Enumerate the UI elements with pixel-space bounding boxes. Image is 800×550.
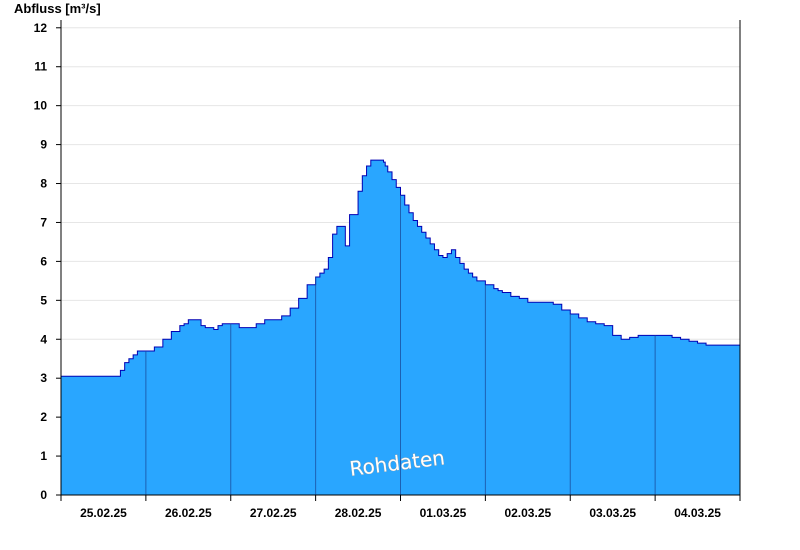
- y-tick-label: 5: [40, 293, 47, 307]
- y-tick-label: 8: [40, 177, 47, 191]
- y-tick-label: 4: [40, 332, 47, 346]
- y-tick-label: 12: [34, 21, 48, 35]
- y-tick-label: 7: [40, 215, 47, 229]
- y-tick-label: 10: [34, 99, 48, 113]
- y-tick-label: 0: [40, 488, 47, 502]
- x-tick-label: 27.02.25: [250, 506, 297, 520]
- y-tick-label: 2: [40, 410, 47, 424]
- x-tick-label: 02.03.25: [504, 506, 551, 520]
- y-tick-label: 1: [40, 449, 47, 463]
- x-tick-label: 01.03.25: [420, 506, 467, 520]
- y-tick-label: 9: [40, 138, 47, 152]
- x-tick-label: 03.03.25: [589, 506, 636, 520]
- x-tick-label: 26.02.25: [165, 506, 212, 520]
- y-tick-label: 11: [34, 60, 47, 74]
- y-tick-label: 6: [40, 254, 47, 268]
- x-tick-label: 04.03.25: [674, 506, 721, 520]
- x-tick-label: 28.02.25: [335, 506, 382, 520]
- discharge-line: [61, 159, 740, 377]
- y-tick-label: 3: [40, 371, 47, 385]
- x-tick-label: 25.02.25: [80, 506, 127, 520]
- y-axis-title: Abfluss [m³/s]: [14, 1, 101, 16]
